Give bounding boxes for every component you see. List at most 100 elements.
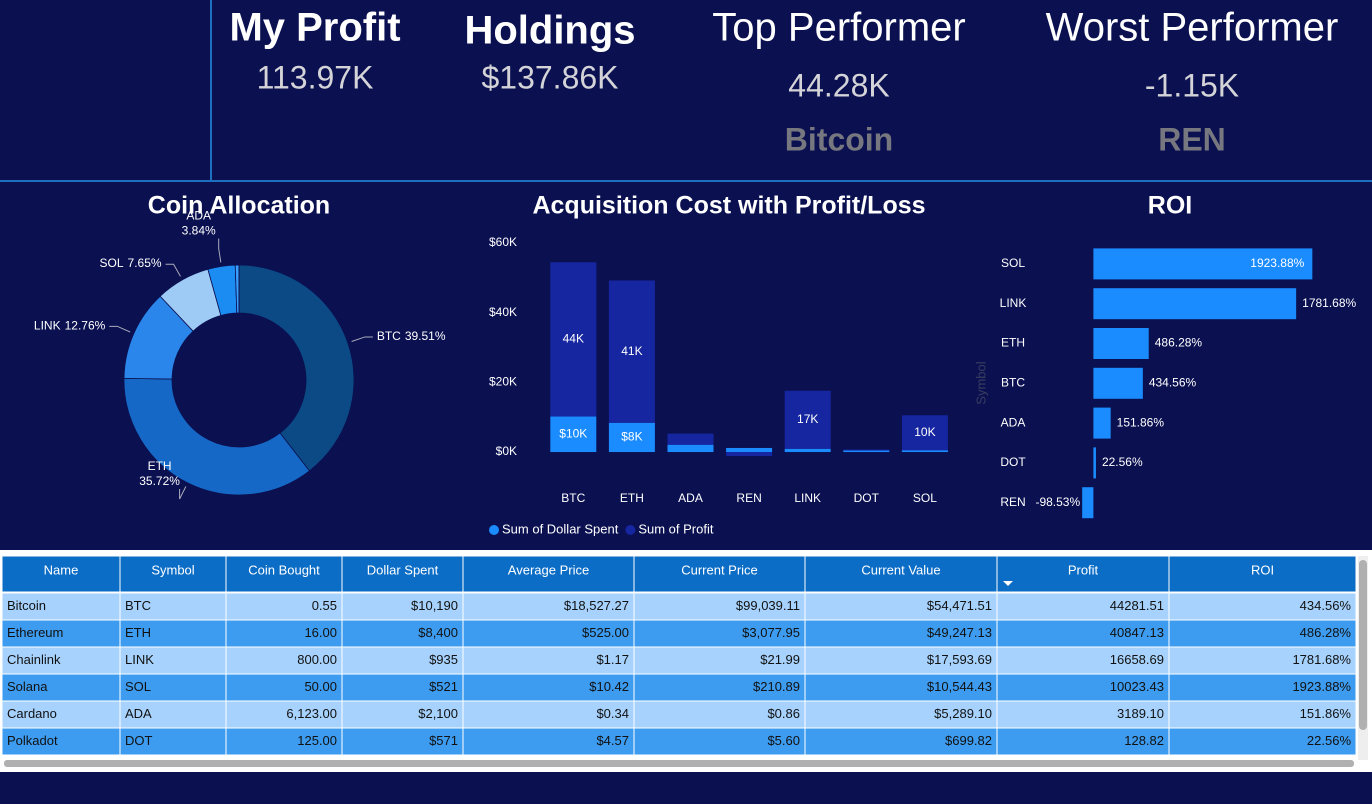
bar [1093, 328, 1149, 359]
y-tick-label: $20K [489, 375, 517, 389]
cell-text: 44281.51 [1110, 598, 1164, 613]
x-tick-label: BTC [561, 491, 585, 505]
kpi-title: My Profit [229, 6, 400, 50]
data-label: $10K [559, 426, 587, 440]
data-label: 22.56% [1102, 455, 1143, 469]
table-cell [462, 700, 635, 729]
bar-segment [608, 280, 655, 423]
pie-slice [123, 377, 310, 496]
scrollbar-thumb [1359, 560, 1367, 730]
cell-text: $935 [429, 652, 458, 667]
cell-text: 40847.13 [1110, 625, 1164, 640]
table-cell [462, 592, 635, 621]
cell-text: $10,190 [411, 598, 458, 613]
pie-label-value: 3.84% [182, 224, 216, 238]
pie-label-value: 35.72% [139, 474, 180, 488]
header-cell [119, 555, 227, 593]
cell-text: 6,123.00 [286, 706, 337, 721]
bar-segment [901, 415, 948, 451]
cell-text: 16.00 [304, 625, 337, 640]
header-cell [225, 555, 343, 593]
y-tick-label: LINK [1000, 296, 1027, 310]
data-label: $8K [621, 430, 642, 444]
kpi-value: $137.86K [481, 59, 618, 95]
table-cell [633, 727, 806, 756]
table-cell [633, 646, 806, 675]
cell-text: 800.00 [297, 652, 337, 667]
cell-text: 50.00 [304, 679, 337, 694]
bar [1093, 248, 1313, 280]
table-cell [119, 700, 227, 729]
column-header: Current Value [861, 562, 940, 577]
column-header: Current Price [681, 562, 758, 577]
cell-text: 434.56% [1300, 598, 1352, 613]
sort-indicator [1003, 581, 1013, 586]
cell-text: Solana [7, 679, 48, 694]
cell-text: SOL [125, 679, 151, 694]
bar-segment [608, 422, 655, 453]
kpi-title: Worst Performer [1046, 6, 1339, 50]
pie-label: ADA 3.84% [182, 209, 216, 238]
cell-text: 10023.43 [1110, 679, 1164, 694]
x-tick-label: DOT [854, 491, 880, 505]
bar-segment [550, 416, 597, 453]
pie-label-category: ETH [148, 459, 172, 473]
kpi-title: Holdings [464, 9, 635, 53]
data-label: 151.86% [1117, 415, 1165, 429]
table-cell [1, 727, 121, 756]
table-cell [462, 727, 635, 756]
header-cell [804, 555, 998, 593]
table-cell [1, 700, 121, 729]
data-label: 434.56% [1149, 375, 1197, 389]
header-cell [1, 555, 121, 593]
legend-swatch [625, 525, 636, 535]
table-cell [119, 592, 227, 621]
y-tick-label: $60K [489, 235, 517, 249]
bar-segment [550, 262, 597, 417]
y-tick-label: SOL [1001, 256, 1025, 270]
table-cell [1, 673, 121, 702]
cell-text: DOT [125, 733, 153, 748]
pie-label-category: BTC [377, 329, 401, 343]
column-header: Profit [1068, 562, 1099, 577]
data-label: 1923.88% [1250, 256, 1304, 270]
x-tick-label: SOL [913, 491, 937, 505]
cell-text: $0.34 [596, 706, 629, 721]
table-cell [1168, 592, 1357, 621]
cell-text: $210.89 [753, 679, 800, 694]
cell-text: $4.57 [596, 733, 629, 748]
header-cell [462, 555, 635, 593]
bar-segment [726, 447, 773, 453]
table-cell [119, 646, 227, 675]
y-tick-label: ETH [1001, 336, 1025, 350]
table-cell [119, 619, 227, 648]
pie-label-value: 39.51% [405, 329, 446, 343]
bar-segment [784, 448, 831, 453]
cell-text: $2,100 [418, 706, 458, 721]
cell-text: Cardano [7, 706, 57, 721]
data-label: 10K [914, 425, 935, 439]
cell-text: 128.82 [1124, 733, 1164, 748]
leader-line [165, 263, 181, 277]
column-header: Dollar Spent [367, 562, 439, 577]
data-label: 44K [563, 332, 584, 346]
x-tick-label: ETH [620, 491, 644, 505]
legend-label: Sum of Profit [638, 521, 714, 536]
cell-text: LINK [125, 652, 154, 667]
cell-text: 0.55 [312, 598, 337, 613]
leader-line [109, 325, 131, 333]
table-cell [804, 592, 998, 621]
column-header: ROI [1251, 562, 1274, 577]
cell-text: $5,289.10 [934, 706, 992, 721]
table-cell [633, 673, 806, 702]
bar-segment [667, 444, 714, 453]
bar-segment [784, 390, 831, 449]
bar [1093, 288, 1297, 320]
bar-segment [843, 449, 890, 451]
leader-line [179, 486, 187, 500]
cell-text: Bitcoin [7, 598, 46, 613]
cell-text: $525.00 [582, 625, 629, 640]
y-tick-label: DOT [1000, 455, 1026, 469]
table-cell [462, 619, 635, 648]
